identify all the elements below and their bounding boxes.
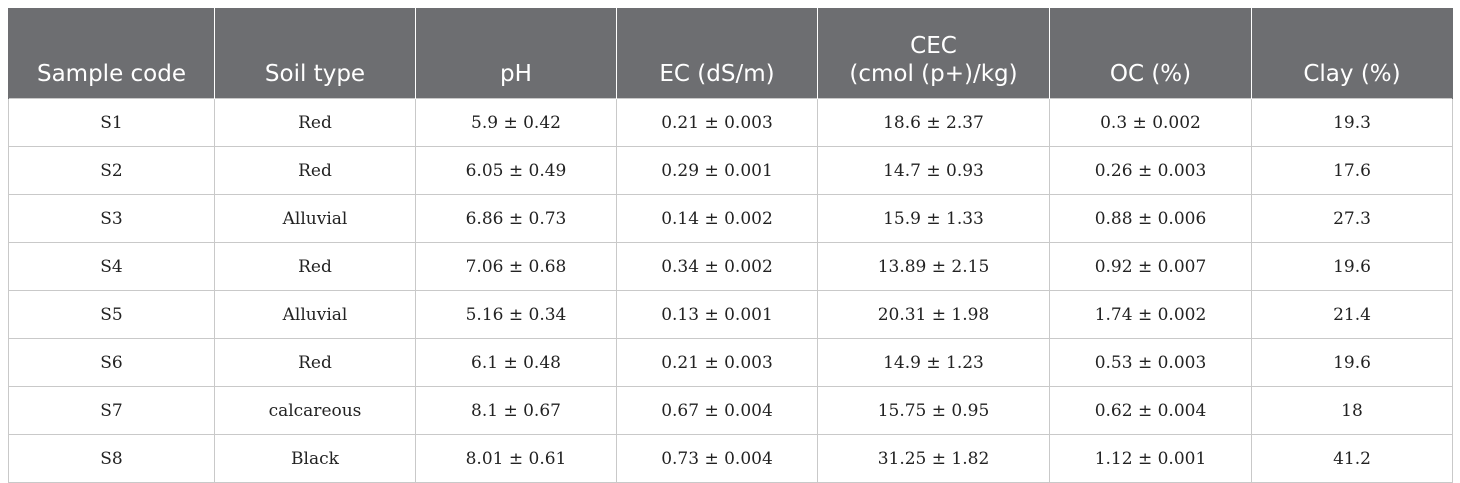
header-clay: Clay (%) [1251,8,1453,99]
table-row: S5 Alluvial 5.16 ± 0.34 0.13 ± 0.001 20.31 ±… [8,290,1453,339]
sample-code-cell: S2 [8,146,215,195]
table-header: Sample code Soil type pH EC (dS/m) CEC (… [8,8,1453,99]
ec-cell: 0.29 ± 0.001 [616,146,818,195]
oc-cell: 0.88 ± 0.006 [1049,194,1252,243]
clay-cell: 17.6 [1251,146,1453,195]
clay-cell: 19.6 [1251,242,1453,291]
ec-cell: 0.67 ± 0.004 [616,386,818,435]
cec-cell: 13.89 ± 2.15 [817,242,1050,291]
soil-type-cell: Red [214,242,416,291]
soil-properties-table: Sample code Soil type pH EC (dS/m) CEC (… [8,8,1453,483]
soil-type-cell: Red [214,338,416,387]
cec-cell: 15.75 ± 0.95 [817,386,1050,435]
oc-cell: 1.12 ± 0.001 [1049,434,1252,483]
sample-code-cell: S8 [8,434,215,483]
oc-cell: 0.26 ± 0.003 [1049,146,1252,195]
cec-cell: 14.7 ± 0.93 [817,146,1050,195]
header-ph: pH [415,8,617,99]
cec-cell: 18.6 ± 2.37 [817,98,1050,147]
cec-cell: 15.9 ± 1.33 [817,194,1050,243]
soil-type-cell: Alluvial [214,194,416,243]
oc-cell: 0.3 ± 0.002 [1049,98,1252,147]
header-sample-code: Sample code [8,8,215,99]
sample-code-cell: S4 [8,242,215,291]
oc-cell: 0.53 ± 0.003 [1049,338,1252,387]
header-soil-type: Soil type [214,8,416,99]
clay-cell: 19.3 [1251,98,1453,147]
soil-type-cell: Alluvial [214,290,416,339]
table-row: S8 Black 8.01 ± 0.61 0.73 ± 0.004 31.25 ± 1.… [8,434,1453,483]
header-row: Sample code Soil type pH EC (dS/m) CEC (… [8,8,1453,99]
clay-cell: 27.3 [1251,194,1453,243]
clay-cell: 21.4 [1251,290,1453,339]
cec-cell: 14.9 ± 1.23 [817,338,1050,387]
ph-cell: 6.1 ± 0.48 [415,338,617,387]
ph-cell: 6.05 ± 0.49 [415,146,617,195]
ph-cell: 8.01 ± 0.61 [415,434,617,483]
cec-cell: 20.31 ± 1.98 [817,290,1050,339]
oc-cell: 0.92 ± 0.007 [1049,242,1252,291]
header-cec: CEC (cmol (p+)/kg) [817,8,1050,99]
ph-cell: 5.16 ± 0.34 [415,290,617,339]
ph-cell: 5.9 ± 0.42 [415,98,617,147]
ph-cell: 6.86 ± 0.73 [415,194,617,243]
sample-code-cell: S6 [8,338,215,387]
table-row: S6 Red 6.1 ± 0.48 0.21 ± 0.003 14.9 ± 1.23 0.… [8,338,1453,387]
table-body: S1 Red 5.9 ± 0.42 0.21 ± 0.003 18.6 ± 2.37 0.… [8,98,1453,483]
ec-cell: 0.73 ± 0.004 [616,434,818,483]
table-row: S2 Red 6.05 ± 0.49 0.29 ± 0.001 14.7 ± 0.93 0… [8,146,1453,195]
ec-cell: 0.21 ± 0.003 [616,338,818,387]
oc-cell: 0.62 ± 0.004 [1049,386,1252,435]
sample-code-cell: S5 [8,290,215,339]
sample-code-cell: S3 [8,194,215,243]
ph-cell: 7.06 ± 0.68 [415,242,617,291]
cec-cell: 31.25 ± 1.82 [817,434,1050,483]
sample-code-cell: S7 [8,386,215,435]
soil-type-cell: Red [214,98,416,147]
header-oc: OC (%) [1049,8,1252,99]
ec-cell: 0.34 ± 0.002 [616,242,818,291]
soil-type-cell: Red [214,146,416,195]
ec-cell: 0.14 ± 0.002 [616,194,818,243]
clay-cell: 41.2 [1251,434,1453,483]
clay-cell: 19.6 [1251,338,1453,387]
oc-cell: 1.74 ± 0.002 [1049,290,1252,339]
table-row: S7 calcareous 8.1 ± 0.67 0.67 ± 0.004 15.75 … [8,386,1453,435]
clay-cell: 18 [1251,386,1453,435]
soil-type-cell: Black [214,434,416,483]
table-row: S3 Alluvial 6.86 ± 0.73 0.14 ± 0.002 15.9 ± … [8,194,1453,243]
ph-cell: 8.1 ± 0.67 [415,386,617,435]
table-row: S4 Red 7.06 ± 0.68 0.34 ± 0.002 13.89 ± 2.15… [8,242,1453,291]
ec-cell: 0.21 ± 0.003 [616,98,818,147]
ec-cell: 0.13 ± 0.001 [616,290,818,339]
header-ec: EC (dS/m) [616,8,818,99]
sample-code-cell: S1 [8,98,215,147]
table-row: S1 Red 5.9 ± 0.42 0.21 ± 0.003 18.6 ± 2.37 0.… [8,98,1453,147]
soil-type-cell: calcareous [214,386,416,435]
